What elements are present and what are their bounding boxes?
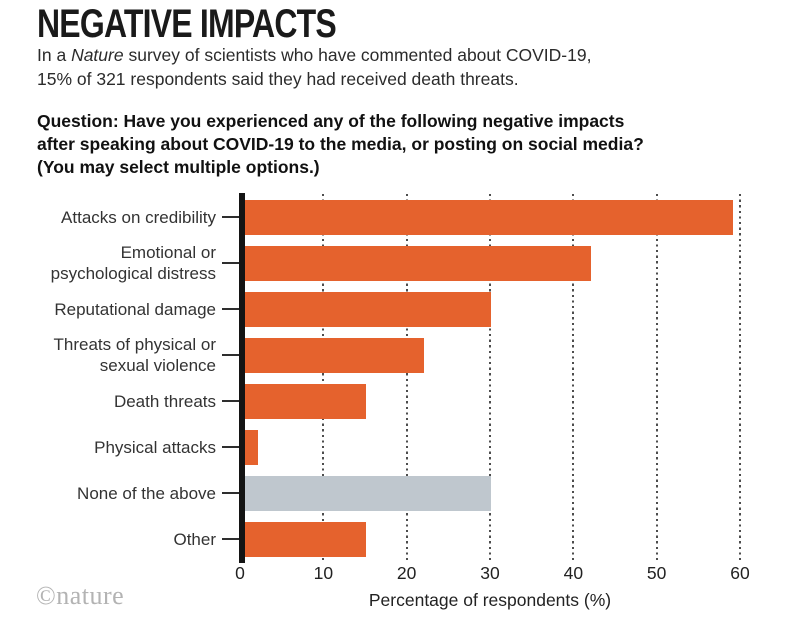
bar — [245, 521, 366, 557]
question-line-3: (You may select multiple options.) — [37, 157, 320, 177]
bar-row: Other — [0, 516, 789, 562]
category-tick-mark — [222, 400, 239, 402]
subtitle-line2: 15% of 321 respondents said they had rec… — [37, 69, 519, 89]
category-tick-mark — [222, 354, 239, 356]
bar — [245, 291, 491, 327]
category-tick-mark — [222, 216, 239, 218]
gridline-60 — [739, 194, 741, 562]
x-tick-label-0: 0 — [235, 563, 245, 583]
bar-row: Death threats — [0, 378, 789, 424]
x-tick-label-30: 30 — [480, 563, 500, 583]
bar — [245, 383, 366, 419]
subtitle-line1-pre: In a — [37, 45, 72, 65]
category-label: Threats of physical or sexual violence — [53, 335, 216, 375]
figure-title: NEGATIVE IMPACTS — [37, 2, 337, 46]
y-axis-line — [239, 193, 245, 563]
category-tick-mark — [222, 446, 239, 448]
category-tick-mark — [222, 308, 239, 310]
x-tick-label-20: 20 — [396, 563, 417, 583]
bar — [245, 475, 491, 511]
gridline-20 — [405, 194, 408, 562]
gridline-10 — [322, 194, 325, 562]
bar — [245, 199, 733, 235]
category-tick-mark — [222, 492, 239, 494]
category-label: Other — [173, 529, 216, 549]
category-label: Attacks on credibility — [61, 207, 216, 227]
bar-row: Attacks on credibility — [0, 194, 789, 240]
bar-row: Emotional or psychological distress — [0, 240, 789, 286]
bar-row: None of the above — [0, 470, 789, 516]
gridline-50 — [655, 194, 658, 562]
subtitle-line1-post: survey of scientists who have commented … — [123, 45, 592, 65]
x-tick-label-40: 40 — [563, 563, 584, 583]
gridline-40 — [572, 194, 575, 562]
survey-question: Question: Have you experienced any of th… — [37, 110, 644, 179]
bar-row: Reputational damage — [0, 286, 789, 332]
x-axis-label: Percentage of respondents (%) — [368, 590, 612, 610]
bar-row: Threats of physical or sexual violence — [0, 332, 789, 378]
category-tick-mark — [222, 538, 239, 540]
category-label: Death threats — [113, 391, 216, 411]
x-tick-label-10: 10 — [313, 563, 334, 583]
x-tick-label-60: 60 — [730, 563, 750, 583]
bar-chart-plot-area: Attacks on credibility Emotional or psych… — [0, 193, 789, 583]
nature-watermark: ©nature — [36, 581, 125, 610]
category-tick-mark — [222, 262, 239, 264]
question-line-2: after speaking about COVID-19 to the med… — [37, 134, 644, 154]
question-line-1: Question: Have you experienced any of th… — [37, 111, 625, 131]
bar-row: Physical attacks — [0, 424, 789, 470]
subtitle-journal-name: Nature — [71, 45, 124, 65]
category-label: Emotional or psychological distress — [50, 243, 216, 283]
bar — [245, 429, 258, 465]
category-label: None of the above — [77, 483, 216, 503]
category-label: Physical attacks — [94, 437, 216, 457]
category-label: Reputational damage — [54, 299, 216, 319]
bar — [245, 337, 425, 373]
figure-subtitle: In a Nature survey of scientists who hav… — [37, 43, 591, 91]
x-tick-label-50: 50 — [646, 563, 667, 583]
gridline-30 — [489, 194, 491, 562]
bar — [245, 245, 591, 281]
